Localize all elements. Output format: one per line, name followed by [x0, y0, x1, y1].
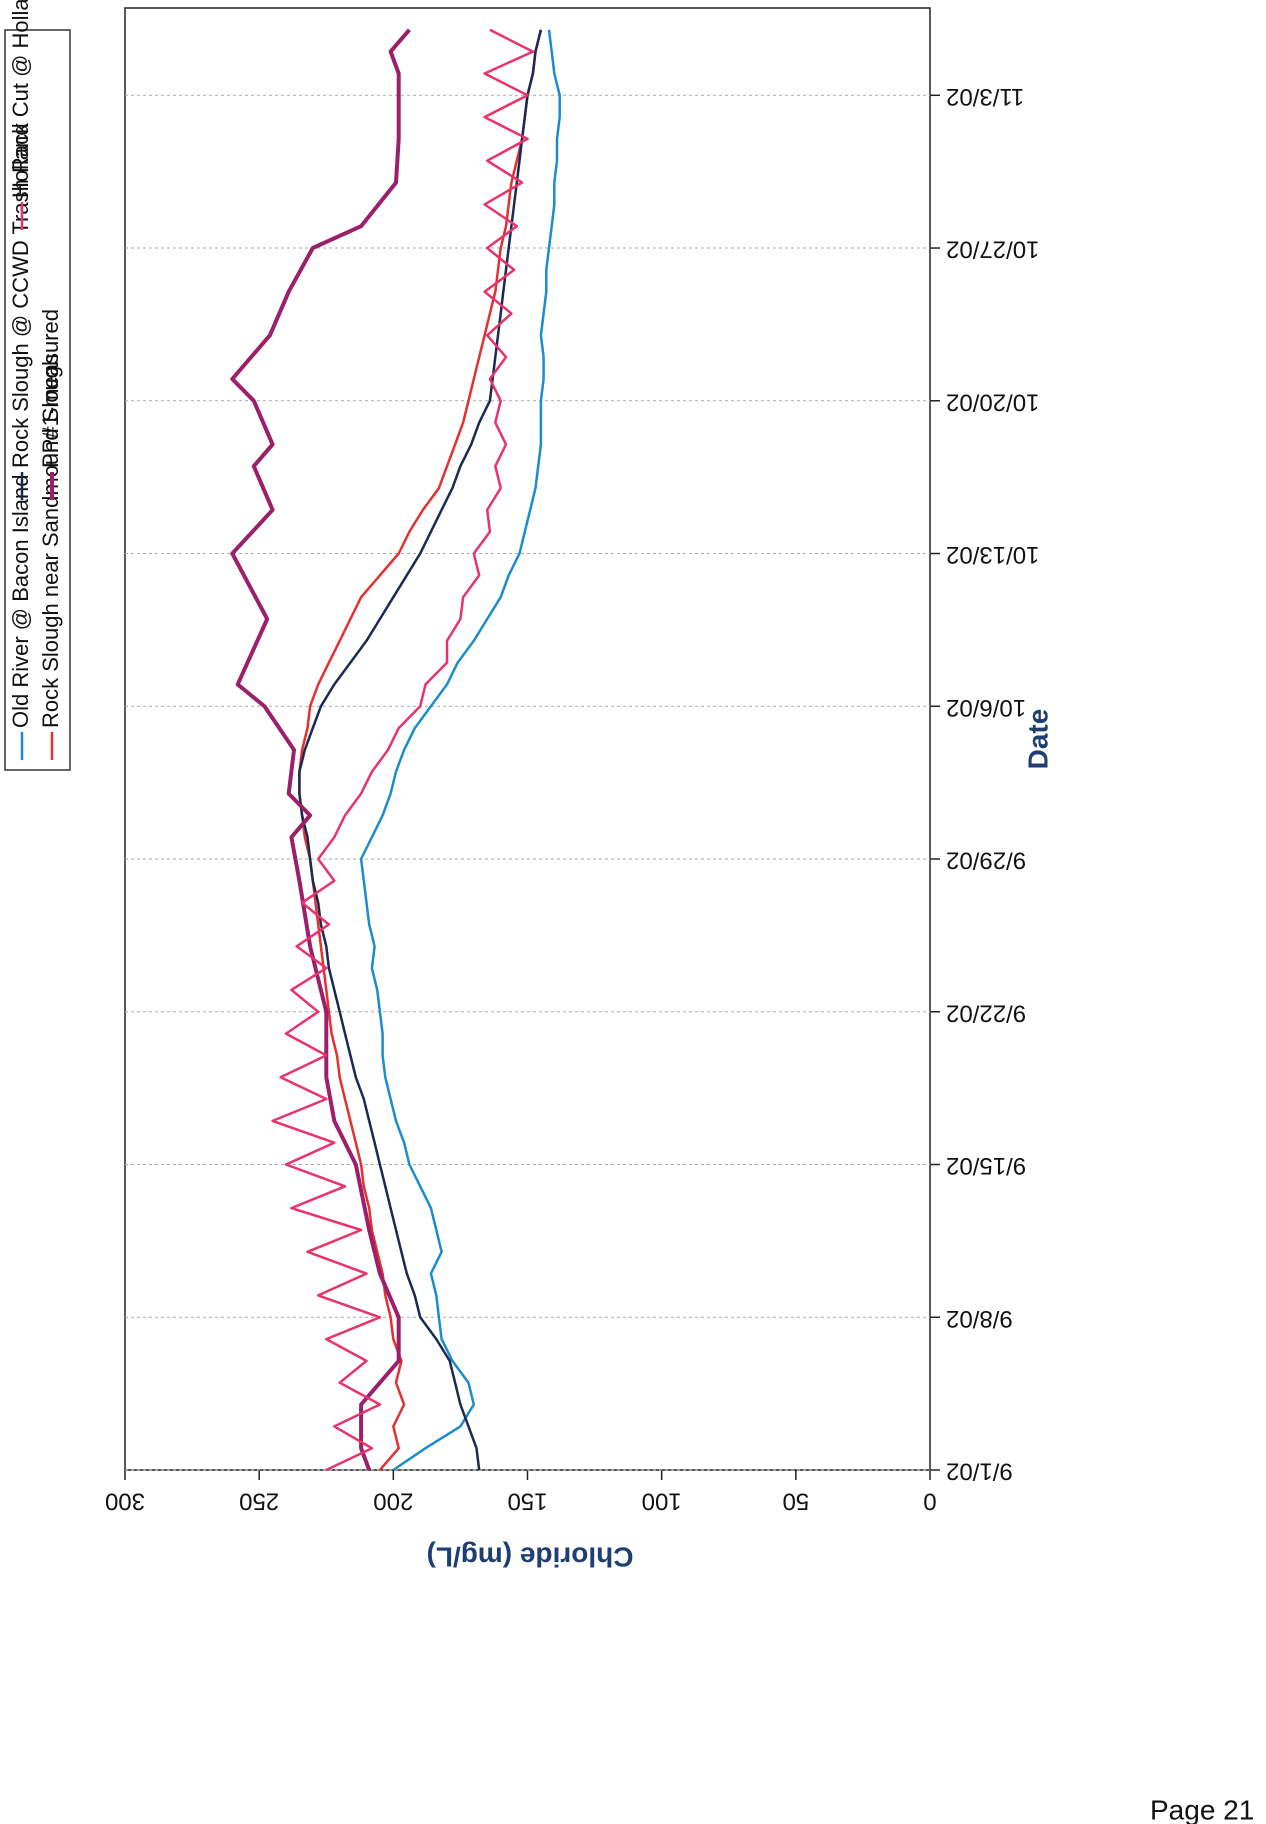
x-tick-label: 9/8/02 [946, 1305, 1013, 1332]
x-tick-label: 9/22/02 [946, 999, 1026, 1026]
x-tick-label: 10/6/02 [946, 694, 1026, 721]
series-line [298, 29, 543, 1471]
y-tick-label: 50 [782, 1488, 809, 1515]
series-line [230, 28, 411, 1471]
legend-label: PP#1-measured [38, 309, 63, 468]
y-tick-label: 150 [507, 1488, 547, 1515]
y-tick-label: 100 [642, 1488, 682, 1515]
y-axis-title: Chloride (mg/L) [427, 1542, 634, 1573]
plot-frame [124, 7, 931, 1471]
series-line [298, 29, 543, 1471]
legend-label: Old River @ Bacon Island [8, 475, 33, 728]
x-axis-title: Date [1022, 709, 1053, 770]
x-tick-label: 11/3/02 [946, 83, 1024, 110]
y-tick-label: 250 [239, 1488, 279, 1515]
page-footer: Page 21 [1150, 1794, 1254, 1824]
legend-label: Rock Slough @ CCWD Trash Rack [8, 122, 33, 468]
x-tick-label: 9/15/02 [946, 1152, 1026, 1179]
y-tick-label: 200 [373, 1488, 413, 1515]
legend-label: Holland Cut @ Holland Riverside Marina [8, 0, 33, 198]
x-tick-label: 9/1/02 [946, 1458, 1013, 1485]
series-line [271, 28, 535, 1472]
y-tick-label: 300 [105, 1488, 145, 1515]
x-tick-label: 10/20/02 [946, 388, 1039, 415]
rotated-chart: Date Chloride (mg/L) 0 50 100 150 200 250 300 9… [4, 0, 1053, 1573]
series-line [359, 29, 561, 1472]
x-tick-label: 10/27/02 [946, 236, 1039, 263]
x-tick-label: 9/29/02 [946, 847, 1026, 874]
x-tick-label: 10/13/02 [946, 541, 1039, 568]
y-tick-label: 0 [923, 1488, 936, 1515]
legend-label: Rock Slough near Sandmound Slough [38, 354, 63, 728]
